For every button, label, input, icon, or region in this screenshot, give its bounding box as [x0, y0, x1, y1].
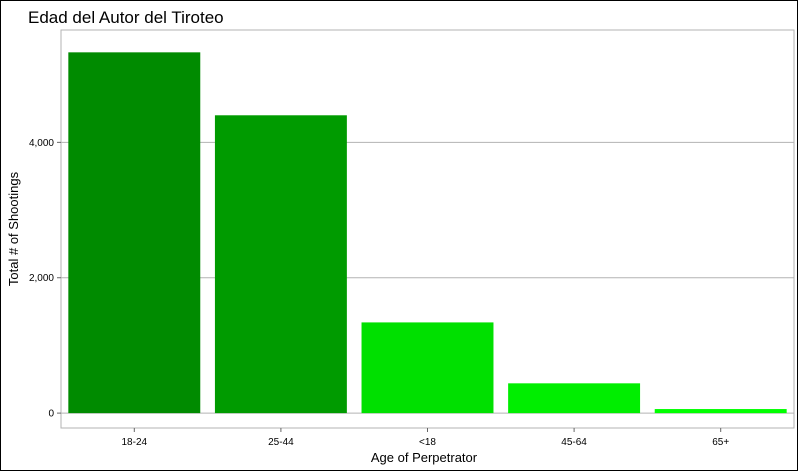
chart-title: Edad del Autor del Tiroteo [28, 8, 224, 27]
x-tick-label: 65+ [712, 437, 729, 448]
bar-18 [361, 322, 494, 414]
y-tick-label: 4,000 [29, 138, 54, 149]
bar-25-44 [214, 115, 347, 414]
x-tick-label: 18-24 [122, 437, 148, 448]
y-axis-ticks: 0 2,000 4,000 [29, 138, 61, 420]
x-axis-title: Age of Perpetrator [371, 450, 478, 465]
x-tick-label: 45-64 [561, 437, 587, 448]
x-tick-label: <18 [419, 437, 436, 448]
y-tick-label: 0 [48, 409, 54, 420]
x-tick-label: 25-44 [268, 437, 294, 448]
bar-65 [654, 409, 787, 414]
bars [68, 52, 787, 414]
bar-18-24 [68, 52, 201, 414]
x-axis-ticks: 18-24 25-44 <18 45-64 65+ [122, 428, 729, 448]
bar-45-64 [508, 383, 641, 414]
y-tick-label: 2,000 [29, 273, 54, 284]
y-axis-title: Total # of Shootings [6, 171, 21, 286]
